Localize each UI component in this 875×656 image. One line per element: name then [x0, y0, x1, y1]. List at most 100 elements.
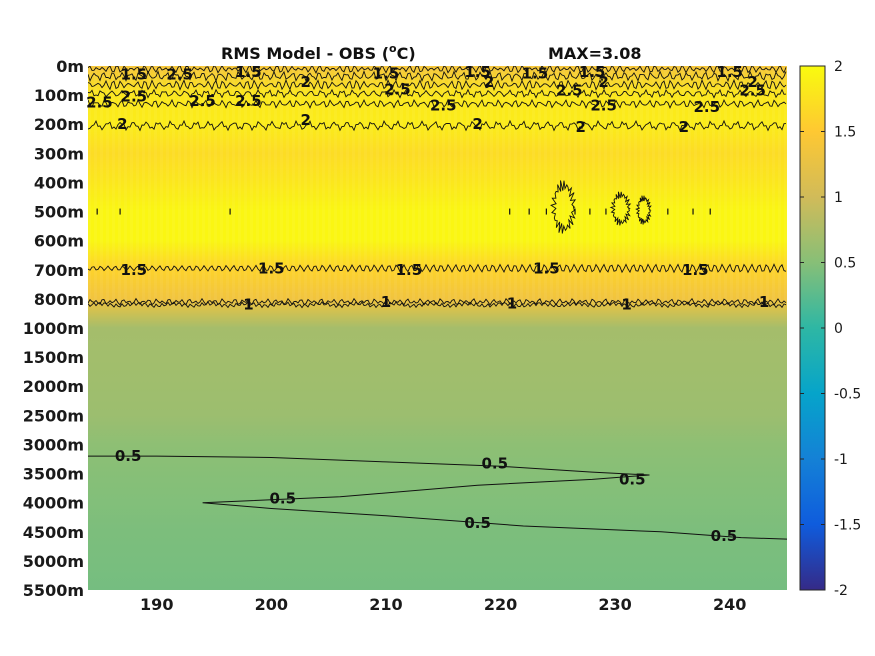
contour-label: 1.5 — [522, 64, 549, 82]
y-tick-label: 200m — [34, 115, 84, 134]
y-tick-label: 1000m — [23, 319, 84, 338]
contour-line — [88, 98, 787, 109]
contour-label: 2 — [598, 73, 608, 91]
max-value-label: MAX=3.08 — [548, 44, 642, 63]
y-axis-ticks: 0m 100m 200m 300m 400m 500m 600m 700m 800m 1000m 1… — [23, 57, 84, 600]
contour-label: 1.5 — [121, 261, 148, 279]
contour-line — [88, 263, 787, 274]
contour-label: 1.5 — [121, 66, 148, 84]
contour-label: 0.5 — [482, 454, 509, 472]
contour-line — [635, 195, 652, 225]
contour-label: 1.5 — [579, 63, 606, 81]
contour-lines — [88, 66, 787, 540]
contour-label: 2.5 — [430, 96, 457, 114]
x-tick-label: 230 — [598, 595, 631, 614]
contour-label: 1 — [381, 293, 391, 311]
y-tick-label: 5000m — [23, 552, 84, 571]
contour-label: 2 — [472, 115, 482, 133]
colorbar-tick-label: -1.5 — [834, 518, 861, 534]
y-tick-label: 3000m — [23, 435, 84, 454]
colorbar-tick-label: 0 — [834, 321, 843, 337]
contour-label: 2 — [301, 111, 311, 129]
contour-label: 2.5 — [235, 92, 262, 110]
contour-line-0-5 — [88, 455, 787, 540]
contour-label: 1.5 — [682, 261, 709, 279]
contour-label: 0.5 — [115, 447, 142, 465]
x-tick-label: 220 — [484, 595, 517, 614]
y-tick-label: 100m — [34, 86, 84, 105]
y-tick-label: 2500m — [23, 406, 84, 425]
contour-label: 0.5 — [270, 489, 297, 507]
y-tick-label: 600m — [34, 232, 84, 251]
chart-title: RMS Model - OBS (oC) — [221, 42, 416, 63]
x-axis-ticks: 190 200 210 220 230 240 — [140, 595, 746, 614]
contour-line — [88, 70, 787, 83]
y-tick-label: 500m — [34, 203, 84, 222]
y-tick-label: 2000m — [23, 377, 84, 396]
colorbar: 2 1.5 1 0.5 0 -0.5 -1 -1.5 -2 — [799, 59, 861, 599]
contour-line — [88, 66, 787, 74]
contour-label: 2 — [117, 115, 127, 133]
contour-line — [88, 88, 787, 99]
y-tick-label: 0m — [56, 57, 84, 76]
contour-label: 1 — [243, 296, 253, 314]
contour-line — [609, 191, 632, 226]
y-tick-label: 1500m — [23, 348, 84, 367]
colorbar-tick-label: -1 — [834, 452, 848, 468]
x-tick-label: 190 — [140, 595, 173, 614]
y-tick-label: 300m — [34, 144, 84, 163]
contour-label: 1.5 — [533, 259, 560, 277]
colorbar-tick-label: 0.5 — [834, 256, 856, 272]
colorbar-ticks: 2 1.5 1 0.5 0 -0.5 -1 -1.5 -2 — [800, 59, 861, 599]
y-tick-label: 3500m — [23, 465, 84, 484]
contour-label: 2 — [301, 73, 311, 91]
colorbar-tick-label: 2 — [834, 59, 843, 75]
contour-label: 2.5 — [590, 96, 617, 114]
y-tick-label: 5500m — [23, 581, 84, 600]
contour-label: 2 — [484, 73, 494, 91]
contour-label: 2.5 — [189, 92, 216, 110]
contour-label: 2.5 — [739, 82, 766, 100]
contour-label: 2.5 — [166, 66, 193, 84]
colorbar-tick-label: 1.5 — [834, 125, 856, 141]
x-tick-label: 210 — [369, 595, 402, 614]
contour-label: 2.5 — [693, 98, 720, 116]
y-tick-label: 800m — [34, 290, 84, 309]
x-tick-label: 240 — [713, 595, 746, 614]
contour-label: 0.5 — [711, 527, 738, 545]
contour-label: 1 — [759, 293, 769, 311]
colorbar-tick-label: -0.5 — [834, 387, 861, 403]
contour-line — [88, 78, 787, 92]
contour-line — [88, 119, 787, 132]
y-tick-label: 4000m — [23, 494, 84, 513]
contour-line — [550, 180, 577, 234]
colorbar-tick-label: 1 — [834, 190, 843, 206]
contour-label: 1.5 — [373, 64, 400, 82]
contour-label: 1.5 — [235, 63, 262, 81]
vertical-stripes — [88, 66, 787, 305]
contour-label: 1.5 — [258, 259, 285, 277]
contour-label: 1.5 — [716, 63, 743, 81]
contour-label: 1.5 — [396, 261, 423, 279]
contour-label: 1 — [507, 294, 517, 312]
contour-label: 2.5 — [384, 80, 411, 98]
y-tick-label: 400m — [34, 173, 84, 192]
contour-label: 2 — [747, 73, 757, 91]
contour-label: 2.5 — [86, 93, 113, 111]
contour-label: 1.5 — [464, 63, 491, 81]
contour-label: 2.5 — [556, 82, 583, 100]
colorbar-tick-label: -2 — [834, 583, 848, 599]
plot-area: 1.5 2.5 1.52 1.52.51.52 1.52.51.521.522.52.5… — [86, 63, 787, 590]
x-tick-label: 200 — [255, 595, 288, 614]
contour-label: 2 — [679, 118, 689, 136]
contour-label: 0.5 — [619, 470, 646, 488]
contour-line — [88, 301, 787, 309]
y-tick-label: 4500m — [23, 523, 84, 542]
contour-label: 2 — [576, 118, 586, 136]
contour-label: 1 — [621, 296, 631, 314]
y-tick-label: 700m — [34, 261, 84, 280]
contour-label: 0.5 — [464, 514, 491, 532]
contour-labels: 1.5 2.5 1.52 1.52.51.52 1.52.51.521.522.52.5… — [86, 63, 769, 545]
contour-label: 2.5 — [121, 88, 148, 106]
